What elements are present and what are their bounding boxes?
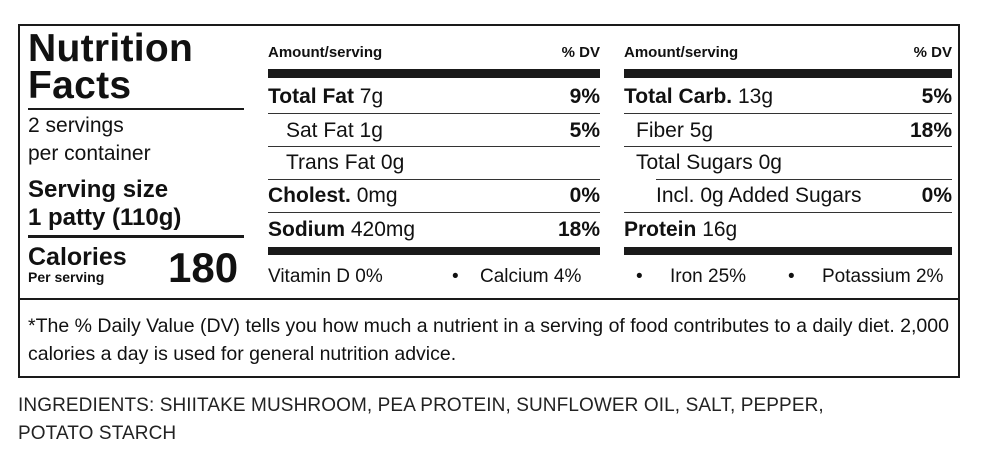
nutrient-name: Total Sugars	[636, 151, 753, 174]
nutrient-amount: 16g	[702, 218, 738, 241]
ingredients-list: INGREDIENTS: SHIITAKE MUSHROOM, PEA PROT…	[18, 392, 978, 448]
nutrient-name: Sodium	[268, 218, 345, 241]
nutrient-amount: 0g	[758, 151, 782, 174]
bullet-separator: •	[636, 266, 643, 287]
calories-value: 180	[168, 244, 239, 291]
ingredients-line-2: POTATO STARCH	[18, 423, 177, 444]
serving-size-label: Serving size	[28, 176, 169, 203]
nutrient-name: Total Carb.	[624, 85, 733, 108]
servings-line-1: 2 servings	[28, 114, 124, 137]
nutrient-name: Total Fat	[268, 85, 354, 108]
iron: Iron 25%	[670, 266, 747, 287]
header-thick-bar	[268, 69, 600, 78]
footnote-divider	[20, 298, 958, 300]
servings-per-container: 2 servings per container	[28, 112, 151, 168]
nutrient-amount: 7g	[359, 85, 384, 108]
title-line-1: Nutrition	[28, 27, 194, 70]
row-divider	[268, 212, 600, 213]
nutrient-column-right: Amount/serving % DV Total Carb. 13g 5% F…	[624, 26, 952, 266]
nutrient-amount: 420mg	[350, 218, 416, 241]
nutrient-name: Trans Fat	[286, 151, 376, 174]
bottom-thick-bar	[268, 247, 600, 255]
servings-line-2: per container	[28, 142, 151, 165]
nutrient-dv: 18%	[557, 218, 600, 241]
ingredients-line-1: INGREDIENTS: SHIITAKE MUSHROOM, PEA PROT…	[18, 395, 824, 416]
row-divider	[624, 146, 952, 147]
nutrient-name: Cholest.	[268, 184, 351, 207]
calories-per-serving-label: Per serving	[28, 269, 105, 285]
nutrient-amount: 0g	[380, 151, 405, 174]
title-line-2: Facts	[28, 64, 132, 107]
nutrition-facts-label: Nutrition Facts 2 servings per container…	[18, 24, 960, 378]
dv-header: % DV	[913, 44, 952, 61]
serving-size-value: 1 patty (110g)	[28, 204, 182, 231]
row-divider	[656, 179, 952, 180]
dv-header: % DV	[561, 44, 600, 61]
serving-divider	[28, 235, 244, 238]
bullet-separator: •	[452, 266, 459, 287]
nutrient-amount: 1g	[359, 119, 383, 142]
bullet-separator: •	[788, 266, 795, 287]
nutrient-dv: 18%	[909, 119, 952, 142]
header-thick-bar	[624, 69, 952, 78]
title-divider	[28, 108, 244, 110]
serving-size: Serving size 1 patty (110g)	[28, 176, 181, 232]
amount-serving-header: Amount/serving	[624, 44, 739, 61]
nutrient-name: Protein	[624, 218, 697, 241]
nutrient-name: Sat Fat	[286, 119, 354, 142]
bottom-thick-bar	[624, 247, 952, 255]
vitamins-minerals-row: Vitamin D 0% • Calcium 4% • Iron 25% • P…	[268, 266, 950, 292]
row-divider	[268, 179, 600, 180]
calories-label: Calories	[28, 243, 127, 271]
nutrient-column-left: Amount/serving % DV Total Fat 7g 9% Sat …	[268, 26, 600, 266]
amount-serving-header: Amount/serving	[268, 44, 383, 61]
nutrition-facts-title: Nutrition Facts	[28, 27, 194, 107]
nutrient-dv: 0%	[921, 184, 952, 207]
row-divider	[268, 113, 600, 114]
nutrient-amount: 0mg	[356, 184, 398, 207]
nutrient-amount: 13g	[737, 85, 774, 108]
potassium: Potassium 2%	[822, 266, 944, 287]
row-divider	[624, 113, 952, 114]
nutrient-dv: 0%	[569, 184, 600, 207]
row-divider	[268, 146, 600, 147]
nutrient-dv: 5%	[569, 119, 600, 142]
nutrient-name: Incl. 0g Added Sugars	[656, 184, 862, 207]
nutrient-dv: 5%	[921, 85, 952, 108]
calcium: Calcium 4%	[480, 266, 582, 287]
nutrient-amount: 5g	[689, 119, 714, 142]
row-divider	[624, 212, 952, 213]
nutrient-name: Fiber	[636, 119, 684, 142]
nutrient-dv: 9%	[569, 85, 600, 108]
daily-value-footnote: *The % Daily Value (DV) tells you how mu…	[28, 315, 949, 365]
column-header: Amount/serving % DV	[268, 44, 600, 61]
column-header: Amount/serving % DV	[624, 44, 952, 61]
vitamin-d: Vitamin D 0%	[268, 266, 383, 287]
